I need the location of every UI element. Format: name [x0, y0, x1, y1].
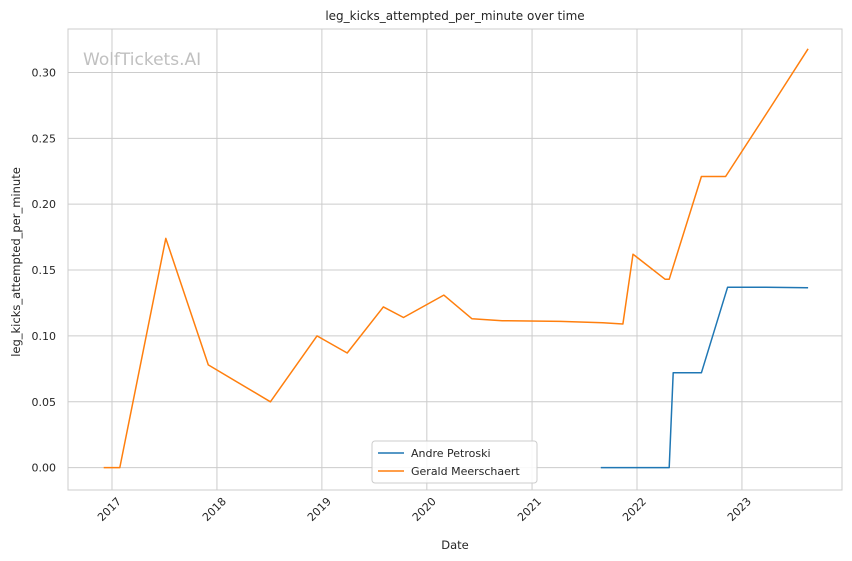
series-lines — [103, 48, 809, 469]
y-tick-label: 0.05 — [32, 396, 57, 409]
y-axis-label: leg_kicks_attempted_per_minute — [9, 167, 23, 357]
chart-title: leg_kicks_attempted_per_minute over time — [325, 9, 584, 23]
legend-label-gerald-meerschaert: Gerald Meerschaert — [411, 465, 520, 478]
legend-box — [371, 440, 538, 484]
x-axis-label: Date — [441, 538, 469, 552]
plot-area-frame — [67, 28, 843, 491]
y-tick-label: 0.30 — [32, 66, 57, 79]
legend-label-andre-petroski: Andre Petroski — [411, 447, 491, 460]
y-tick-label: 0.00 — [32, 462, 57, 475]
y-tick-label: 0.15 — [32, 264, 57, 277]
y-tick-label: 0.20 — [32, 198, 57, 211]
y-tick-label: 0.25 — [32, 132, 57, 145]
series-line-gerald-meerschaert — [103, 48, 809, 469]
legend: Andre Petroski Gerald Meerschaert — [371, 440, 538, 484]
series-line-andre-petroski — [600, 286, 809, 469]
y-tick-label: 0.10 — [32, 330, 57, 343]
watermark-text: WolfTickets.AI — [83, 50, 201, 70]
grid-lines — [68, 29, 842, 490]
